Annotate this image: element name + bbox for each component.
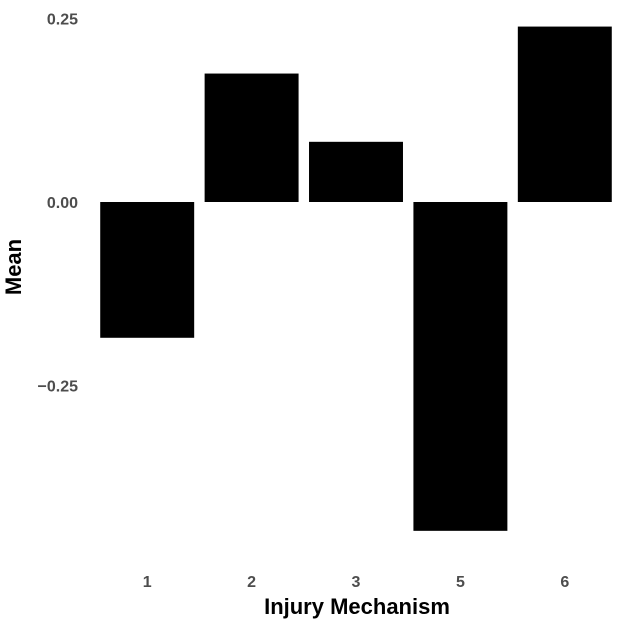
x-axis-ticks: 1 2 3 5 6 (143, 574, 570, 591)
y-axis-ticks: 0.25 0.00 −0.25 (38, 12, 79, 396)
bar-6 (517, 26, 612, 202)
y-axis-title: Mean (1, 239, 26, 295)
y-tick-label: 0.25 (47, 12, 78, 29)
y-tick-label: −0.25 (38, 379, 79, 396)
bar-5 (413, 202, 508, 531)
x-tick-label: 2 (247, 574, 256, 591)
bar-3 (309, 141, 403, 202)
bar-2 (204, 73, 299, 202)
x-axis-title: Injury Mechanism (264, 594, 450, 619)
x-tick-label: 3 (352, 574, 361, 591)
x-tick-label: 1 (143, 574, 152, 591)
y-tick-label: 0.00 (47, 195, 78, 212)
bar-1 (100, 202, 195, 338)
x-tick-label: 5 (456, 574, 465, 591)
bars-layer (100, 26, 612, 531)
x-tick-label: 6 (560, 574, 569, 591)
